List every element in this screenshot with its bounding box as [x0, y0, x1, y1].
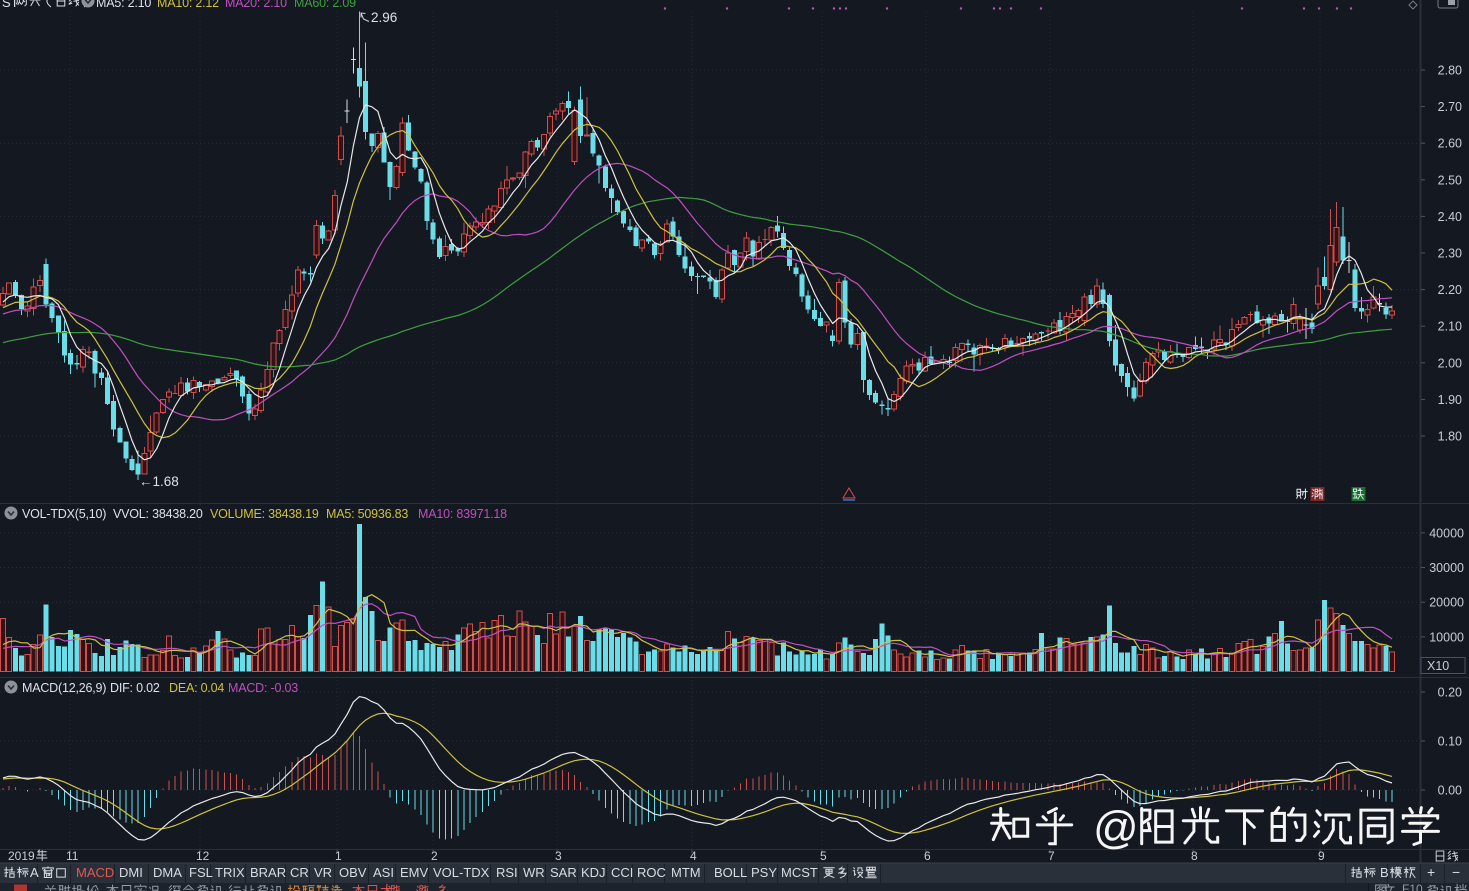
svg-text:2.70: 2.70	[1438, 100, 1462, 114]
svg-text:F10: F10	[1402, 882, 1423, 891]
svg-text:DMA: DMA	[153, 865, 182, 880]
svg-text:MACD(12,26,9): MACD(12,26,9)	[22, 681, 106, 695]
svg-text:−: −	[1452, 864, 1460, 880]
svg-text:1.90: 1.90	[1438, 393, 1462, 407]
svg-text:SAR: SAR	[550, 865, 577, 880]
svg-text:ROC: ROC	[637, 865, 666, 880]
svg-text:2.30: 2.30	[1438, 247, 1462, 261]
svg-text:0.00: 0.00	[1438, 784, 1462, 798]
svg-text:A: A	[30, 865, 39, 880]
svg-text:ST: ST	[2, 0, 19, 10]
svg-text:ASI: ASI	[373, 865, 394, 880]
svg-text:2.00: 2.00	[1438, 356, 1462, 370]
svg-text:CCI: CCI	[611, 865, 633, 880]
svg-text:MA20: 2.10: MA20: 2.10	[225, 0, 287, 10]
svg-text:2.10: 2.10	[1438, 320, 1462, 334]
svg-text:MA10: 2.12: MA10: 2.12	[157, 0, 219, 10]
svg-text:DEA: 0.04: DEA: 0.04	[169, 681, 224, 695]
svg-text:2.80: 2.80	[1438, 64, 1462, 78]
svg-text:X10: X10	[1427, 659, 1449, 673]
svg-text:2.20: 2.20	[1438, 283, 1462, 297]
svg-text:CR: CR	[290, 865, 309, 880]
svg-text:DIF: 0.02: DIF: 0.02	[110, 681, 160, 695]
svg-text:0.10: 0.10	[1438, 735, 1462, 749]
svg-text:1: 1	[335, 849, 342, 863]
svg-text:0.20: 0.20	[1438, 686, 1462, 700]
svg-text:BRAR: BRAR	[250, 865, 286, 880]
svg-text:7: 7	[1048, 849, 1055, 863]
svg-text:←1.68: ←1.68	[139, 474, 179, 489]
svg-text:6: 6	[924, 849, 931, 863]
svg-text:BOLL: BOLL	[714, 865, 747, 880]
svg-text:B: B	[1380, 865, 1389, 880]
svg-text:文: 文	[1382, 884, 1396, 891]
svg-text:MA10: 83971.18: MA10: 83971.18	[418, 507, 507, 521]
svg-text:MACD: -0.03: MACD: -0.03	[228, 681, 298, 695]
svg-text:@: @	[1093, 802, 1139, 853]
svg-text:TRIX: TRIX	[215, 865, 245, 880]
svg-text:MA60: 2.09: MA60: 2.09	[294, 0, 356, 10]
svg-text:图: 图	[1374, 884, 1388, 891]
svg-text:11: 11	[66, 849, 79, 863]
svg-text:MTM: MTM	[671, 865, 701, 880]
svg-text:30000: 30000	[1429, 561, 1464, 575]
svg-text:VR: VR	[314, 865, 332, 880]
svg-text:9: 9	[1318, 849, 1325, 863]
svg-text:RSI: RSI	[496, 865, 518, 880]
svg-text:2: 2	[431, 849, 438, 863]
svg-text:5: 5	[820, 849, 827, 863]
svg-text:MA5: 50936.83: MA5: 50936.83	[326, 507, 408, 521]
svg-text:3: 3	[555, 849, 562, 863]
svg-text:档: 档	[1454, 884, 1468, 891]
svg-text:OBV: OBV	[339, 865, 367, 880]
svg-text:FSL: FSL	[189, 865, 213, 880]
svg-text:WR: WR	[523, 865, 545, 880]
svg-text:+: +	[1427, 864, 1435, 880]
svg-text:2019: 2019	[8, 849, 35, 863]
svg-text:MA5: 2.10: MA5: 2.10	[96, 0, 151, 10]
svg-text:2.96: 2.96	[371, 10, 397, 25]
svg-text:大: 大	[380, 884, 394, 891]
svg-text:40000: 40000	[1429, 526, 1464, 540]
svg-text:VOLUME: 38438.19: VOLUME: 38438.19	[210, 507, 319, 521]
svg-text:MCST: MCST	[781, 865, 818, 880]
svg-text:EMV: EMV	[400, 865, 429, 880]
svg-text:12: 12	[196, 849, 210, 863]
svg-text:20000: 20000	[1429, 596, 1464, 610]
svg-text:2.40: 2.40	[1438, 210, 1462, 224]
svg-text:PSY: PSY	[751, 865, 777, 880]
svg-text:DMI: DMI	[119, 865, 143, 880]
svg-text:VVOL: 38438.20: VVOL: 38438.20	[113, 507, 203, 521]
svg-text:8: 8	[1191, 849, 1198, 863]
svg-text:2.50: 2.50	[1438, 173, 1462, 187]
svg-text:10000: 10000	[1429, 630, 1464, 644]
svg-text:1.80: 1.80	[1438, 430, 1462, 444]
svg-text:2.60: 2.60	[1438, 137, 1462, 151]
svg-text:MACD: MACD	[76, 865, 114, 880]
svg-text:VOL-TDX(5,10): VOL-TDX(5,10)	[22, 507, 106, 521]
svg-text:KDJ: KDJ	[581, 865, 606, 880]
svg-text:VOL-TDX: VOL-TDX	[433, 865, 490, 880]
svg-text:4: 4	[690, 849, 697, 863]
